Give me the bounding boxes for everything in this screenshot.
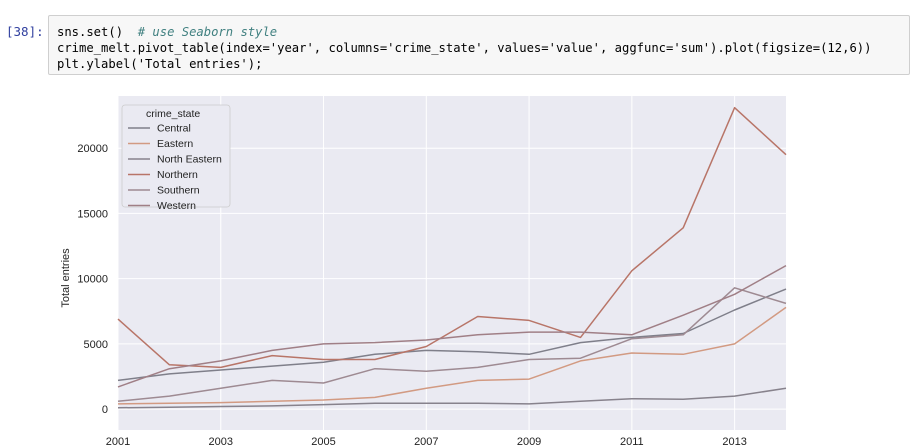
legend-label: North Eastern — [157, 154, 222, 166]
y-tick-label: 20000 — [77, 143, 108, 155]
x-tick-label: 2011 — [620, 436, 644, 448]
series-line-western — [117, 264, 787, 388]
legend-label: Southern — [157, 185, 200, 197]
x-tick-label: 2005 — [311, 436, 335, 448]
series-line-southern — [117, 287, 787, 403]
y-tick-label: 15000 — [77, 208, 108, 220]
legend-label: Eastern — [157, 138, 193, 150]
line-chart: 0 5000 10000 15000 20000 2001 2003 2005 2007 200… — [60, 96, 787, 448]
legend-label: Northern — [157, 169, 198, 181]
code-line-1: sns.set() # use Seaborn style — [57, 24, 903, 40]
code-text: sns.set() — [57, 25, 138, 39]
series-line-eastern — [117, 306, 787, 405]
legend-title: crime_state — [146, 108, 200, 120]
series-line-northern — [117, 106, 787, 369]
legend-label: Central — [157, 123, 191, 135]
code-line-2: crime_melt.pivot_table(index='year', col… — [57, 41, 872, 55]
x-tick-label: 2009 — [517, 436, 541, 448]
legend: crime_state Central Eastern North Eastern N… — [121, 104, 231, 212]
y-axis-label: Total entries — [60, 248, 72, 308]
y-tick-label: 0 — [102, 404, 108, 416]
legend-label: Western — [157, 200, 196, 212]
code-cell[interactable]: sns.set() # use Seaborn style crime_melt… — [48, 15, 910, 75]
series-line-central — [117, 288, 787, 382]
code-comment: # use Seaborn style — [137, 25, 278, 39]
x-tick-label: 2007 — [414, 436, 438, 448]
y-tick-label: 10000 — [77, 274, 108, 286]
x-tick-label: 2003 — [209, 436, 233, 448]
code-line-3: plt.ylabel('Total entries'); — [57, 57, 263, 71]
x-tick-label: 2001 — [106, 436, 130, 448]
series-line-north-eastern — [117, 387, 787, 409]
y-tick-label: 5000 — [84, 339, 108, 351]
x-tick-label: 2013 — [722, 436, 746, 448]
cell-prompt: [38]: — [6, 24, 44, 39]
